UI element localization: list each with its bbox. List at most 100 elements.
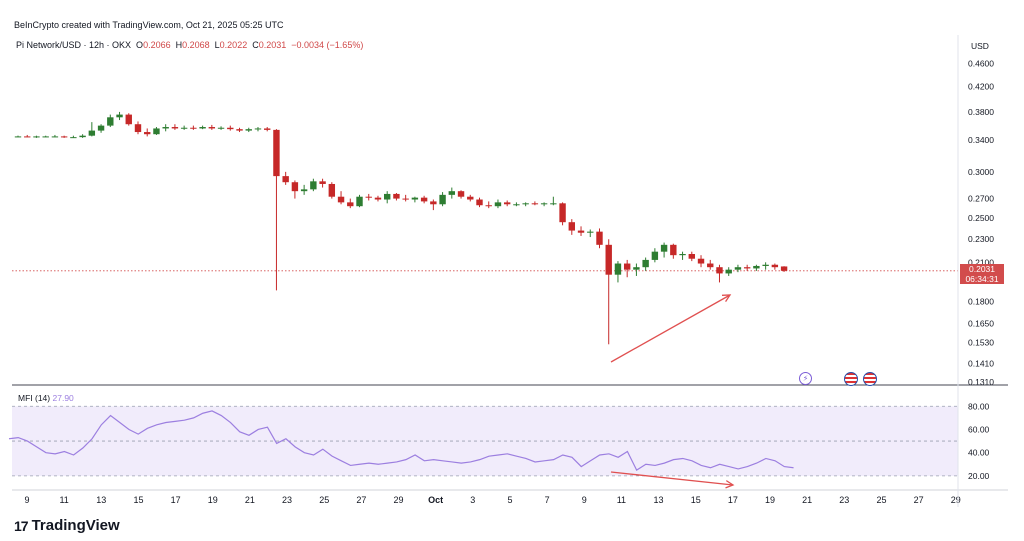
candle-body	[190, 127, 197, 129]
price-tick-label: 0.1310	[968, 377, 994, 387]
candle-body	[494, 202, 502, 207]
candle	[605, 239, 612, 345]
time-tick-label: 19	[765, 495, 775, 505]
time-tick-label: 29	[951, 495, 961, 505]
candle	[439, 192, 446, 207]
divergence-annotations	[610, 294, 735, 489]
candle	[513, 202, 520, 207]
candle-body	[236, 129, 243, 131]
candle	[273, 129, 280, 291]
candle	[134, 121, 142, 135]
candle	[384, 191, 391, 204]
candle-body	[522, 203, 529, 205]
symbol-label: Pi Network/USD · 12h · OKX	[16, 40, 132, 50]
candle	[688, 251, 695, 262]
candle	[753, 264, 760, 271]
mfi-tick-label: 60.00	[968, 424, 990, 434]
tradingview-mark-icon: 17	[14, 517, 29, 534]
candle-body	[448, 191, 456, 195]
candle	[254, 127, 262, 132]
candle	[522, 202, 529, 207]
candle-body	[328, 183, 336, 197]
us-flag-icon[interactable]	[863, 372, 877, 386]
candle	[227, 125, 234, 131]
candle	[707, 259, 714, 270]
candle-body	[476, 199, 483, 206]
candle	[337, 191, 345, 205]
price-tick-label: 0.3000	[968, 167, 994, 177]
price-tick-label: 0.1530	[968, 338, 994, 348]
candle	[476, 197, 483, 208]
candle	[300, 184, 308, 195]
time-tick-label: 7	[545, 495, 550, 505]
price-tick-label: 0.1800	[968, 296, 994, 306]
candle-body	[531, 203, 539, 205]
candle-body	[679, 254, 686, 256]
candle-body	[144, 132, 151, 135]
candle	[411, 196, 419, 203]
candle-body	[420, 197, 428, 202]
candle	[430, 199, 437, 211]
candle-body	[384, 193, 391, 200]
mfi-lower-low-arrow	[610, 471, 735, 489]
candle	[596, 228, 603, 249]
candle-body	[670, 244, 677, 256]
candle-body	[208, 127, 216, 129]
candle-body	[559, 203, 566, 223]
time-tick-label: 29	[393, 495, 403, 505]
candle-body	[33, 136, 40, 138]
us-flag-icon[interactable]	[844, 372, 858, 386]
close-label: C	[252, 40, 259, 50]
candle-body	[485, 205, 492, 207]
mfi-legend[interactable]: MFI (14) 27.90	[18, 393, 74, 403]
candle	[347, 198, 354, 209]
candle	[282, 171, 289, 185]
candle-body	[587, 231, 594, 233]
candle-body	[291, 182, 299, 192]
mfi-tick-label: 20.00	[968, 471, 990, 481]
candle	[642, 257, 649, 271]
time-tick-label: 23	[839, 495, 849, 505]
tradingview-logo[interactable]: 17 TradingView	[14, 517, 120, 534]
lightning-icon[interactable]: ⚡︎	[799, 372, 812, 385]
symbol-legend[interactable]: Pi Network/USD · 12h · OKX O0.2066 H0.20…	[16, 40, 363, 50]
mfi-pane: 80.00 60.00 40.00 20.00	[8, 401, 990, 481]
mfi-tick-label: 80.00	[968, 401, 990, 411]
candle-body	[771, 264, 779, 268]
time-tick-label: 9	[24, 495, 29, 505]
candle	[393, 193, 400, 201]
candle	[88, 122, 96, 137]
candle	[319, 178, 326, 188]
candle	[356, 194, 363, 208]
candle	[633, 263, 640, 276]
candle-body	[180, 127, 188, 129]
candle	[651, 248, 659, 263]
candle	[550, 196, 557, 206]
candle-body	[513, 204, 520, 206]
candle	[531, 201, 539, 206]
time-tick-label: 25	[319, 495, 329, 505]
candle	[14, 135, 22, 138]
candlestick-series	[14, 111, 788, 345]
candle-body	[577, 230, 585, 233]
candle-body	[605, 244, 612, 275]
candle	[780, 266, 788, 272]
candle	[577, 226, 585, 236]
candle	[70, 135, 77, 139]
arrow-shaft	[610, 471, 734, 486]
candle-body	[596, 231, 603, 245]
candle	[33, 135, 40, 138]
candle-body	[153, 128, 160, 135]
candle	[559, 202, 566, 226]
price-tick-label: 0.4600	[968, 58, 994, 68]
candle-body	[116, 114, 123, 118]
close-value: 0.2031	[258, 40, 287, 50]
candle-body	[651, 251, 659, 260]
time-tick-label: 15	[691, 495, 701, 505]
price-tick-label: 0.1410	[968, 358, 994, 368]
candle	[743, 264, 751, 271]
candle-body	[457, 191, 465, 197]
candle-body	[171, 127, 179, 129]
candle	[734, 264, 742, 273]
